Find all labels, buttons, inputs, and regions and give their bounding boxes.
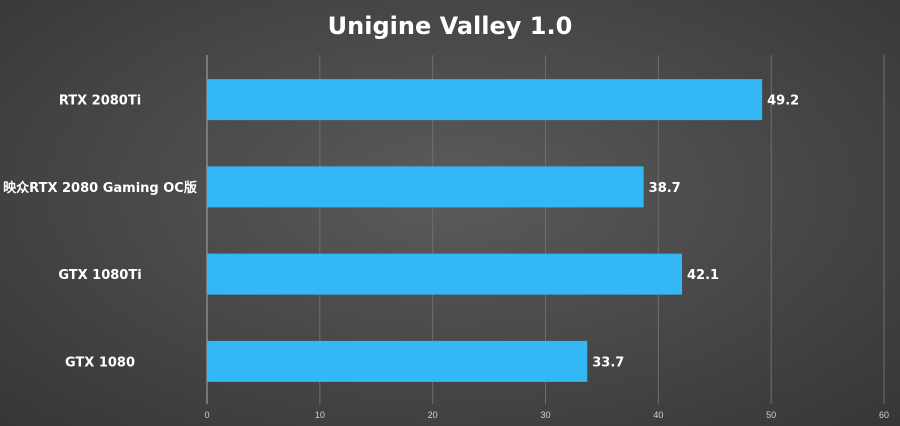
bar (207, 79, 763, 121)
bar (207, 340, 588, 382)
bars (207, 79, 763, 382)
value-label: 33.7 (592, 355, 624, 370)
x-tick-label: 20 (428, 410, 438, 420)
category-label: GTX 1080Ti (58, 268, 141, 283)
bar (207, 166, 644, 208)
x-tick-label: 10 (315, 410, 325, 420)
x-tick-labels: 0 10 20 30 40 50 60 (204, 410, 889, 420)
value-label: 49.2 (767, 94, 799, 109)
category-label: 映众RTX 2080 Gaming OC版 (3, 180, 197, 196)
value-label: 42.1 (687, 268, 719, 283)
x-tick-label: 0 (204, 410, 209, 420)
bar (207, 253, 683, 295)
category-label: GTX 1080 (65, 355, 135, 370)
category-label: RTX 2080Ti (59, 94, 141, 109)
x-tick-label: 40 (653, 410, 663, 420)
chart-title: Unigine Valley 1.0 (328, 12, 573, 40)
x-tick-label: 50 (766, 410, 776, 420)
x-tick-label: 60 (879, 410, 889, 420)
category-labels: RTX 2080Ti 映众RTX 2080 Gaming OC版 GTX 1080T… (3, 94, 197, 371)
x-tick-label: 30 (540, 410, 550, 420)
value-label: 38.7 (649, 181, 681, 196)
value-labels: 49.2 38.7 42.1 33.7 (592, 94, 799, 371)
